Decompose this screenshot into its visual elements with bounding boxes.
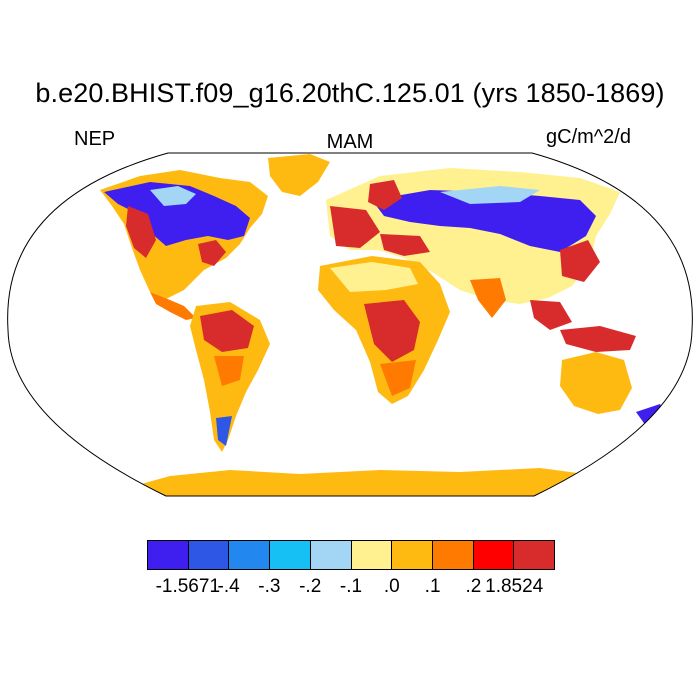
greenland	[268, 154, 330, 196]
india-orange	[470, 278, 506, 318]
colorbar-box	[514, 541, 555, 569]
antarctica	[120, 468, 660, 496]
colorbar-tick-label: -1.5671	[155, 576, 221, 597]
colorbar-tick-label: -.1	[339, 576, 363, 597]
colorbar-box	[270, 541, 311, 569]
colorbar-tick-label: -.3	[258, 576, 281, 597]
patagonia-blue	[216, 416, 232, 446]
colorbar-tick-label: .0	[383, 576, 400, 597]
eastern-na-red	[198, 240, 226, 266]
colorbar-box	[310, 541, 352, 569]
variable-label: NEP	[74, 128, 116, 150]
season-label: MAM	[326, 131, 374, 153]
globe-outline	[7, 152, 693, 497]
colorbar-ticks: -1.5671 -.4 -.3 -.2 -.1 .0 .1 .2 1.8524	[0, 576, 700, 602]
colorbar-box	[188, 541, 230, 569]
scandinavia-red	[368, 180, 402, 210]
western-europe-red	[330, 206, 380, 248]
indonesia	[560, 326, 636, 352]
colorbar-tick-label: -.2	[299, 576, 322, 597]
siberia-light	[440, 186, 540, 204]
plot-title: b.e20.BHIST.f09_g16.20thC.125.01 (yrs 18…	[35, 78, 665, 108]
colorbar-tick-label: .1	[424, 576, 441, 597]
colorbar-box	[473, 541, 515, 569]
colorbar-tick-label: .2	[465, 576, 482, 597]
western-na-red	[126, 206, 156, 258]
southern-africa-orange	[380, 360, 416, 396]
australia	[560, 352, 632, 414]
new-zealand	[636, 404, 666, 426]
sahara-light	[330, 262, 418, 292]
amazon-red	[200, 310, 254, 352]
colorbar-tick-label: -.4	[217, 576, 240, 597]
colorbar-tick-label: 1.8524	[485, 576, 544, 597]
east-asia-red	[560, 240, 600, 282]
north-america-light	[150, 186, 196, 206]
eurasia-blue-band	[372, 190, 596, 252]
colorbar	[147, 540, 555, 570]
colorbar-box	[148, 541, 189, 569]
north-america-blue-band	[104, 182, 250, 246]
land-field	[100, 154, 666, 496]
central-america	[150, 292, 196, 320]
units-label: gC/m^2/d	[546, 126, 631, 148]
colorbar-box	[392, 541, 433, 569]
colorbar-box	[432, 541, 474, 569]
south-america-orange	[214, 356, 244, 386]
mediterranean-red	[380, 234, 430, 256]
central-africa-red	[364, 300, 420, 362]
colorbar-box	[351, 541, 393, 569]
southeast-asia-red	[530, 300, 572, 330]
colorbar-box	[229, 541, 271, 569]
